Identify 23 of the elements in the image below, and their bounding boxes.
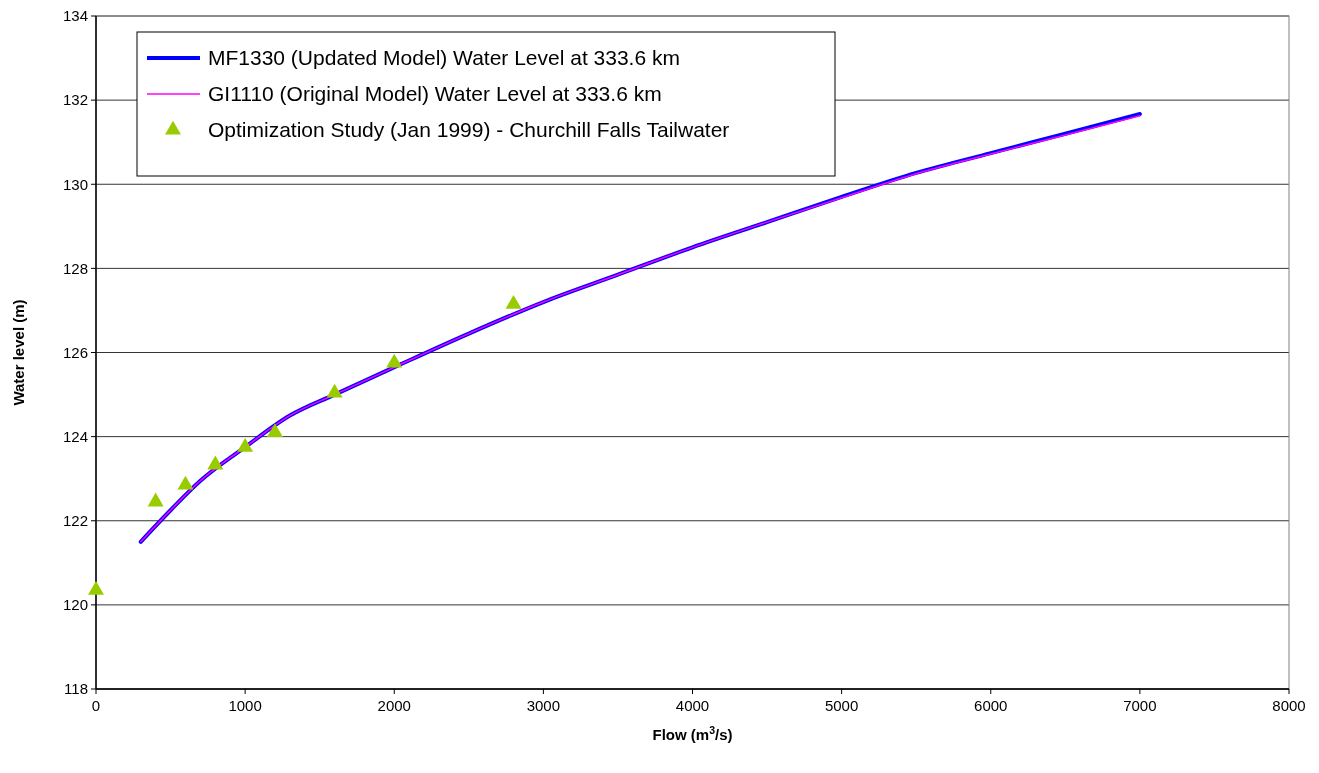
y-tick-label: 128 xyxy=(62,259,88,277)
x-tick-label: 1000 xyxy=(228,697,262,714)
y-axis-title: Water level (m) xyxy=(10,299,27,406)
x-tick-label: 3000 xyxy=(526,697,561,714)
x-tick-label: 4000 xyxy=(675,697,710,714)
y-tick-label: 124 xyxy=(62,427,88,445)
x-tick-label: 5000 xyxy=(824,697,859,714)
y-tick-label: 130 xyxy=(62,175,88,193)
y-tick-label: 132 xyxy=(62,91,88,109)
legend-label: Optimization Study (Jan 1999) - Churchill Falls Tailwater xyxy=(208,118,730,142)
x-tick-label: 2000 xyxy=(377,697,411,714)
legend-label: GI1110 (Original Model) Water Level at 333.6 km xyxy=(208,82,662,106)
y-tick-label: 126 xyxy=(62,343,88,361)
x-axis-title: Flow (m$^{3}$/s) xyxy=(652,724,733,743)
y-tick-label: 134 xyxy=(62,7,88,25)
x-tick-label: 0 xyxy=(91,697,101,714)
y-tick-label: 118 xyxy=(64,680,88,698)
x-tick-label: 6000 xyxy=(974,697,1008,714)
x-tick-label: 8000 xyxy=(1272,697,1306,714)
y-tick-label: 120 xyxy=(62,596,88,614)
legend-label: MF1330 (Updated Model) Water Level at 333.6 km xyxy=(208,46,680,70)
y-tick-label: 122 xyxy=(62,512,88,529)
x-tick-label: 7000 xyxy=(1123,697,1157,714)
